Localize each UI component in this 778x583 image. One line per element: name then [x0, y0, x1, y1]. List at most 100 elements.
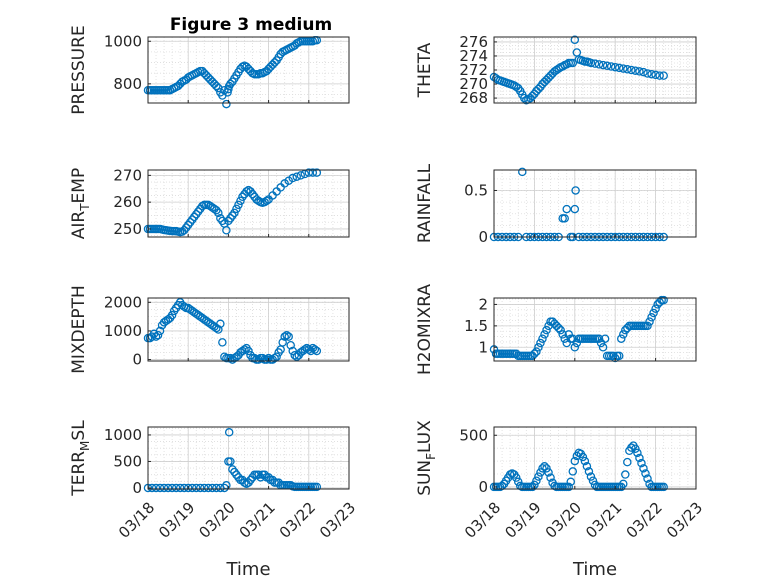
data-point — [586, 472, 596, 481]
data-point — [627, 65, 636, 75]
y-tick-label: 0 — [132, 351, 142, 369]
data-point — [639, 67, 648, 77]
data-point — [232, 204, 241, 214]
y-tick-label: 0 — [132, 479, 142, 497]
data-point — [222, 226, 231, 235]
data-point — [570, 343, 580, 352]
data-point — [244, 346, 253, 356]
figure-title: Figure 3 medium — [170, 15, 332, 35]
data-point — [588, 476, 598, 485]
data-point — [655, 71, 664, 80]
data-point — [639, 464, 648, 473]
x-tick-label: 03/18 — [115, 499, 158, 542]
data-point — [623, 457, 632, 467]
data-point — [234, 200, 243, 210]
plot-area — [148, 170, 349, 237]
data-point — [659, 71, 668, 80]
data-point — [659, 295, 668, 305]
data-point — [214, 325, 223, 334]
subplot-6: 1 1.5 2 H2OMIXRA — [415, 284, 697, 375]
data-point — [155, 483, 165, 493]
data-point — [196, 483, 205, 493]
data-point — [570, 35, 580, 45]
y-tick-label: 1.5 — [464, 317, 488, 335]
data-point — [272, 352, 281, 361]
data-point — [570, 456, 580, 466]
x-axis-label: Time — [572, 559, 617, 580]
data-point — [310, 345, 320, 354]
data-point — [532, 476, 541, 485]
data-point — [546, 473, 555, 482]
data-point — [286, 340, 295, 350]
y-tick-label: 270 — [459, 75, 488, 93]
y-tick-label: 0.5 — [464, 181, 488, 199]
data-point — [308, 168, 318, 177]
subplot-5: 0 1000 2000 MIXDEPTH — [69, 285, 350, 374]
data-point — [540, 330, 549, 339]
data-point — [282, 330, 291, 340]
data-point — [236, 196, 245, 206]
data-point — [647, 69, 656, 79]
data-point — [513, 477, 523, 487]
axes-frame — [147, 297, 350, 362]
data-point — [580, 456, 590, 466]
data-point — [554, 323, 563, 333]
axes-frame — [147, 169, 350, 238]
data-point — [218, 338, 227, 347]
data-point — [278, 338, 287, 347]
data-point — [292, 172, 301, 181]
data-point — [562, 60, 571, 69]
plot-area — [494, 427, 696, 489]
y-tick-label: 268 — [459, 89, 488, 107]
data-point — [222, 99, 231, 109]
y-tick-label: 500 — [459, 426, 488, 444]
data-point — [159, 483, 169, 493]
data-point — [631, 66, 640, 75]
data-point — [230, 208, 239, 218]
data-point — [619, 479, 628, 489]
y-axis-label: THETA — [415, 42, 435, 98]
data-point — [538, 334, 547, 343]
data-point — [208, 483, 217, 493]
data-point — [212, 81, 221, 91]
data-point — [647, 313, 656, 322]
data-point — [250, 353, 259, 363]
y-tick-label: 276 — [459, 33, 488, 51]
y-tick-label: 0 — [478, 478, 488, 496]
data-point — [220, 352, 229, 361]
x-tick-label: 03/19 — [155, 499, 198, 542]
data-point — [614, 351, 624, 361]
data-point — [594, 60, 604, 69]
y-tick-label: 272 — [459, 61, 488, 79]
data-point — [635, 67, 644, 76]
data-point — [175, 483, 185, 493]
data-point — [586, 58, 596, 68]
data-point — [560, 214, 569, 223]
data-point — [614, 63, 624, 73]
data-point — [226, 79, 235, 89]
data-point — [167, 310, 177, 320]
data-point — [558, 62, 567, 71]
x-tick-label: 03/23 — [316, 499, 359, 542]
data-point — [655, 298, 664, 307]
y-tick-label: 1000 — [104, 322, 142, 340]
axes-frame — [147, 426, 350, 490]
x-tick-label: 03/22 — [623, 499, 666, 542]
data-point — [254, 355, 263, 364]
y-axis-label: H2OMIXRA — [415, 284, 435, 375]
data-point — [312, 482, 322, 492]
data-point — [300, 345, 310, 354]
data-point — [544, 468, 553, 477]
data-point — [226, 457, 235, 466]
data-point — [538, 464, 547, 473]
data-point — [643, 321, 652, 331]
data-point — [191, 483, 201, 493]
y-tick-label: 270 — [113, 166, 142, 184]
data-point — [542, 464, 551, 473]
data-point — [637, 458, 646, 468]
subplot-4: 0 0.5 RAINFALL — [415, 163, 697, 246]
data-point — [280, 332, 289, 341]
data-point — [584, 467, 594, 476]
y-tick-label: 1000 — [104, 32, 142, 50]
